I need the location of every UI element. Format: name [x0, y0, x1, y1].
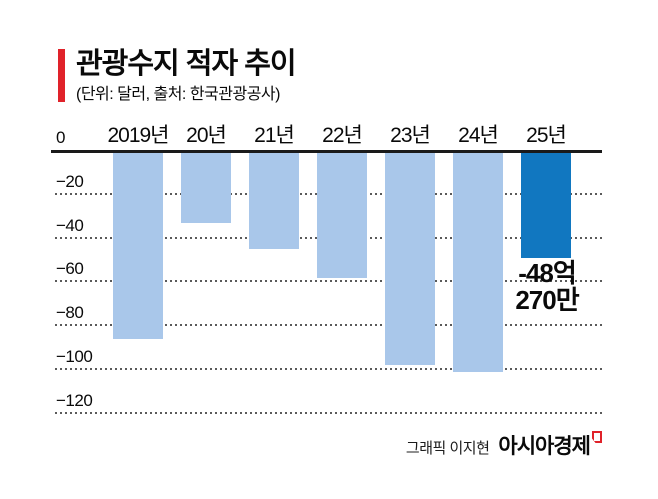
category-label: 20년: [186, 124, 227, 147]
highlight-bar: [521, 153, 571, 258]
y-tick-label: −20: [56, 171, 84, 191]
category-label: 25년: [526, 124, 567, 147]
category-label: 23년: [390, 124, 431, 147]
grid-line: [55, 280, 602, 283]
highlight-value-line1: -48억: [518, 258, 577, 288]
category-label: 22년: [322, 124, 363, 147]
y-tick-label: −60: [56, 259, 84, 279]
grid-line: [55, 324, 602, 327]
bar: [385, 153, 435, 365]
bar: [181, 153, 231, 223]
y-tick-label: −80: [56, 303, 84, 323]
category-label: 2019년: [107, 124, 169, 147]
brand-speech-bubble-icon: [592, 431, 602, 443]
category-label: 24년: [458, 124, 499, 147]
footer-credit-row: 그래픽 이지현 아시아경제: [406, 430, 602, 460]
bar: [249, 153, 299, 249]
title-accent-bar: [58, 49, 65, 102]
highlight-value-line2: 270만: [515, 285, 579, 315]
bar: [317, 153, 367, 278]
graphic-credit: 그래픽 이지현: [405, 440, 490, 457]
grid-line: [55, 368, 602, 370]
highlight-value-label: -48억 270만: [494, 260, 600, 314]
y-tick-label: −40: [56, 215, 84, 235]
brand-logo-text: 아시아경제: [498, 435, 591, 458]
y-tick-label: −100: [56, 347, 93, 366]
page-title: 관광수지 적자 추이: [76, 48, 297, 80]
bar: [453, 153, 503, 372]
x-axis-zero-line: [51, 150, 602, 153]
y-tick-label: 0: [56, 128, 65, 147]
grid-line: [55, 411, 602, 414]
y-tick-label: −120: [56, 390, 93, 410]
page-subtitle: (단위: 달러, 출처: 한국관광공사): [76, 86, 280, 103]
bar: [113, 153, 163, 339]
category-label: 21년: [254, 124, 295, 147]
